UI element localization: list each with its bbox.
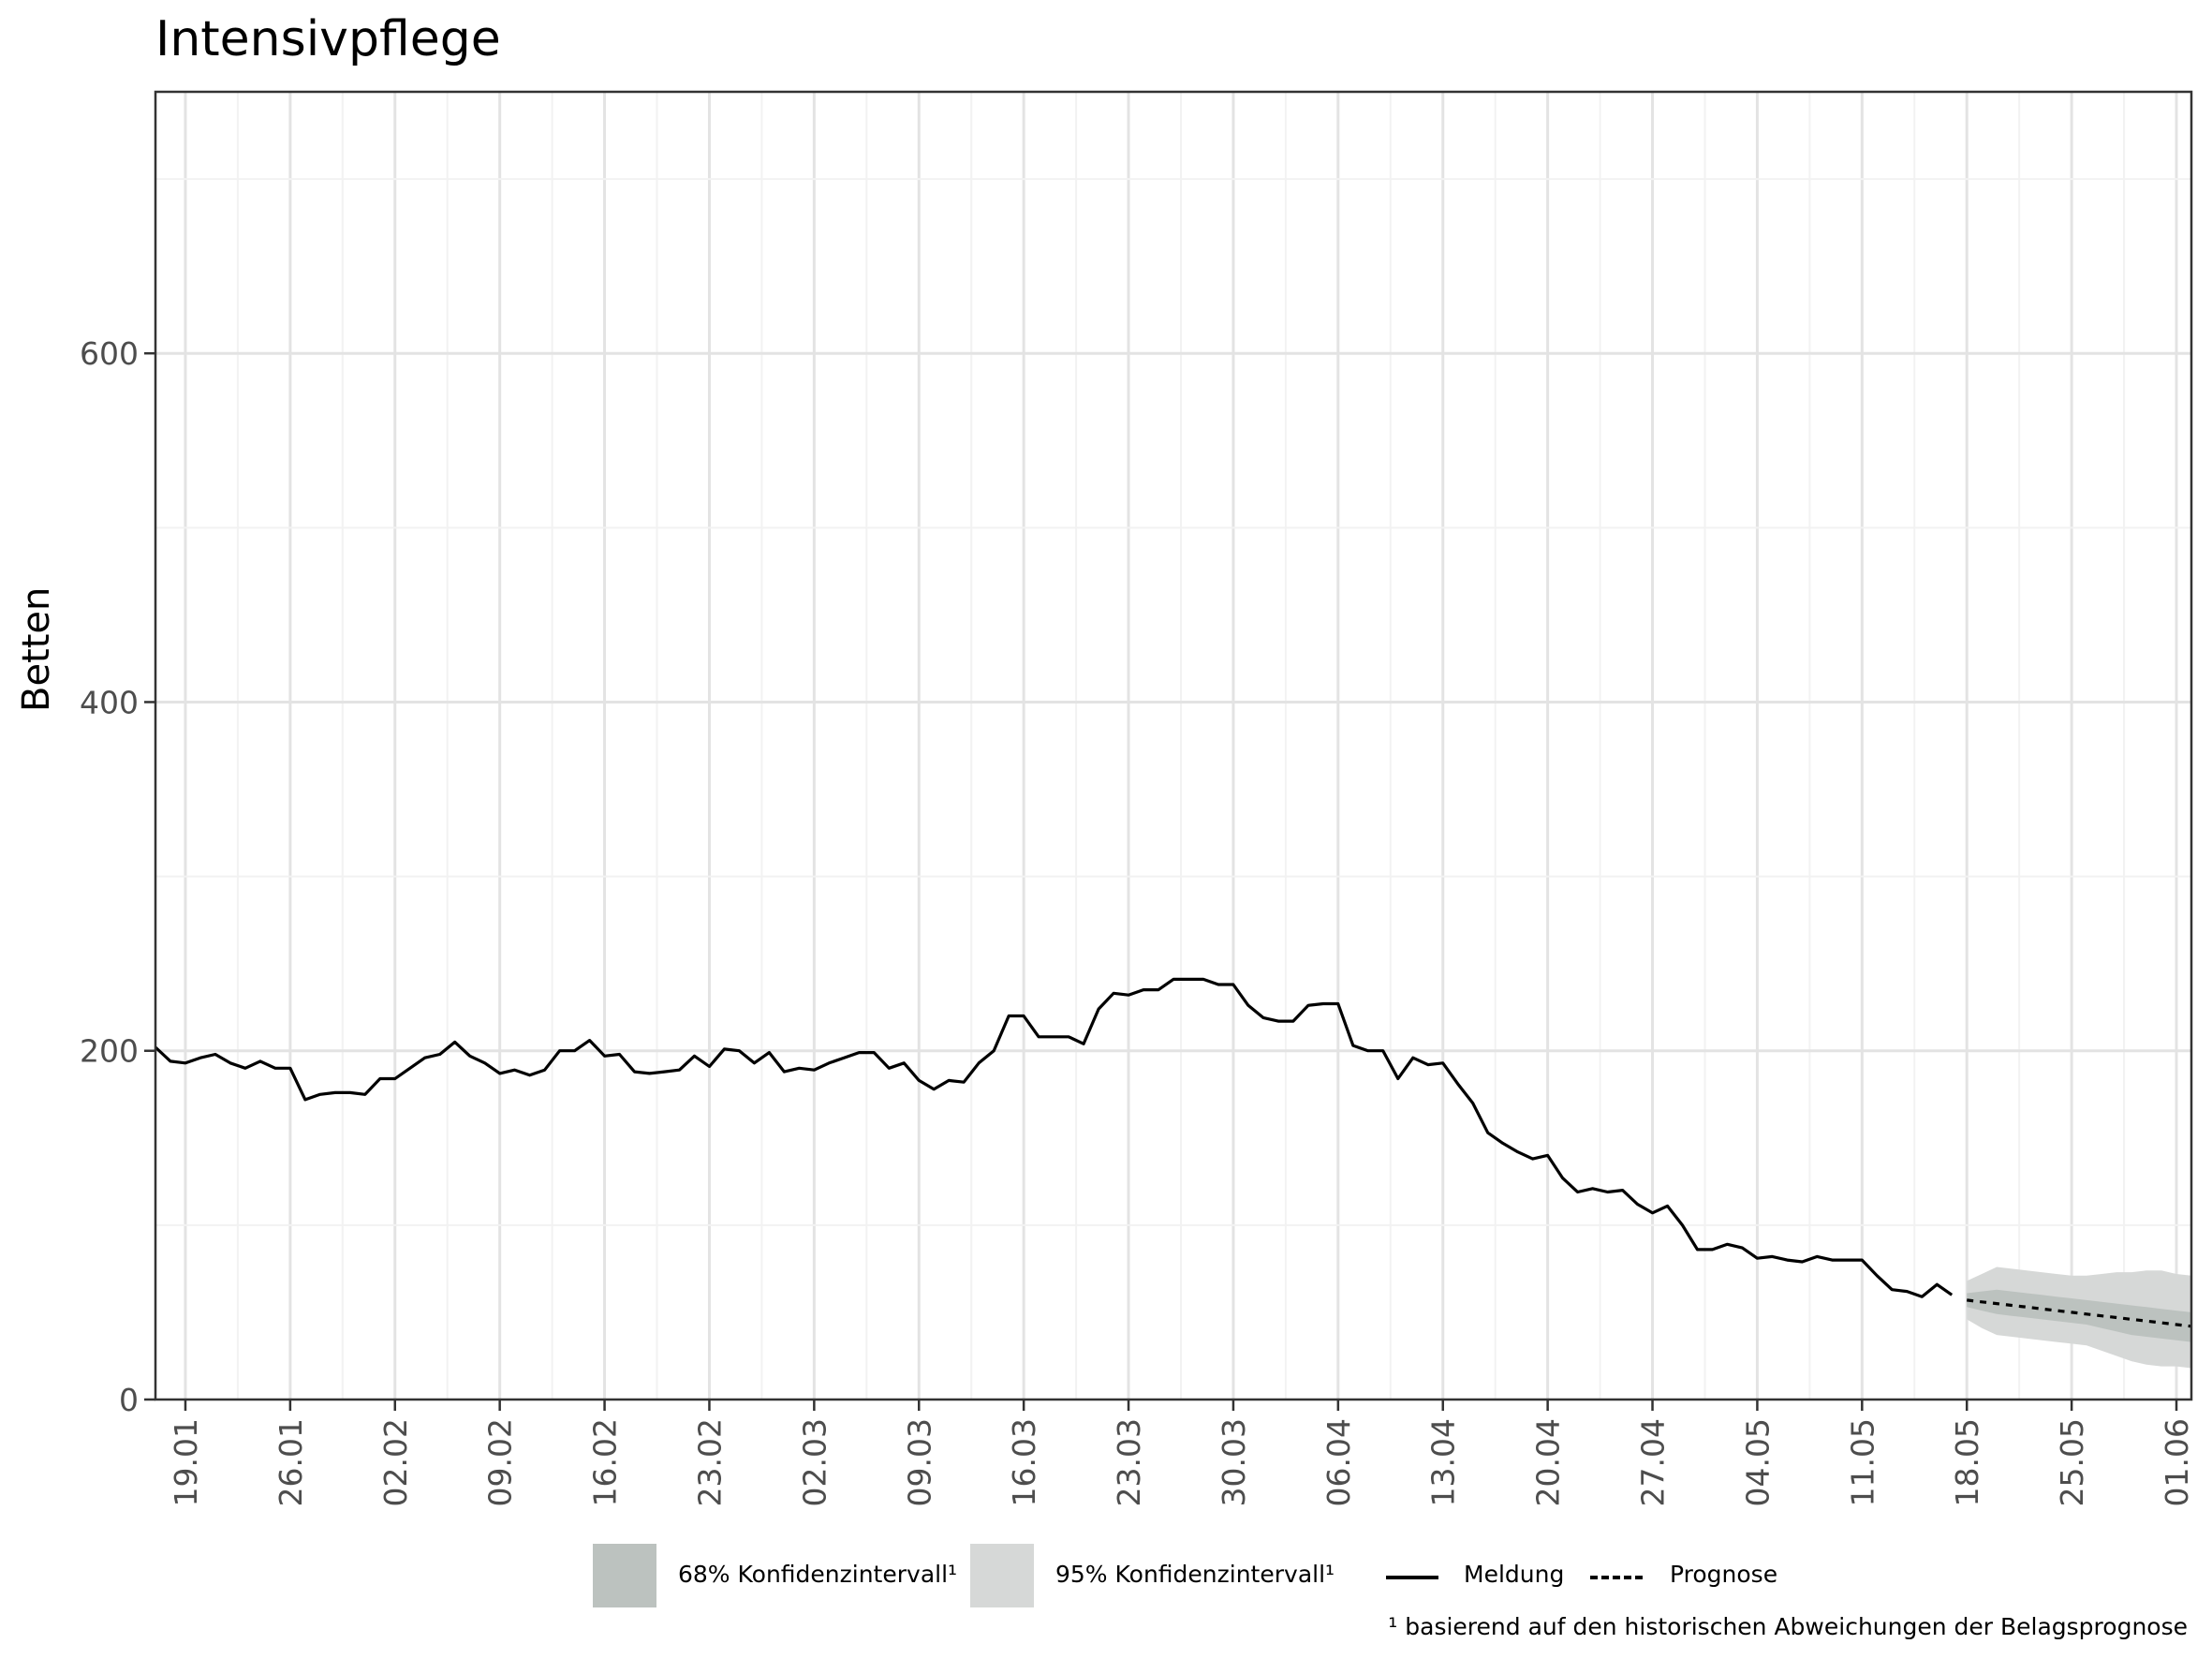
x-tick-label: 09.02	[482, 1418, 519, 1506]
plot-border	[154, 90, 2193, 1401]
series-line-meldung	[154, 977, 1954, 1298]
x-tick-label: 01.06	[2159, 1418, 2195, 1506]
plot-background	[155, 92, 2191, 1400]
x-tick-label: 09.03	[901, 1418, 937, 1506]
series-line-prognose	[1967, 1298, 2192, 1328]
x-tick-label: 26.01	[273, 1418, 309, 1506]
x-tick-label: 06.04	[1320, 1418, 1357, 1506]
x-tick-label: 16.03	[1006, 1418, 1042, 1506]
y-tick-label: 400	[80, 684, 139, 720]
legend-label-ci95: 95% Konfidenzintervall¹	[1055, 1561, 1335, 1588]
x-tick-label: 04.05	[1739, 1418, 1776, 1506]
legend-line-prognose	[1590, 1576, 1643, 1579]
x-tick-label: 23.02	[692, 1418, 729, 1506]
confidence-bands	[1967, 1266, 2191, 1369]
legend-swatch-ci68	[593, 1544, 656, 1607]
chart-title: Intensivpflege	[155, 11, 501, 67]
series-lines	[154, 977, 2192, 1328]
footnote: ¹ basierend auf den historischen Abweich…	[1388, 1613, 2188, 1640]
legend: 68% Konfidenzintervall¹ 95% Konfidenzint…	[0, 1536, 2212, 1611]
y-axis-ticks: 0 200 400 600	[80, 335, 155, 1418]
legend-label-meldung: Meldung	[1464, 1561, 1565, 1588]
y-tick-label: 0	[119, 1382, 139, 1418]
x-tick-label: 16.02	[587, 1418, 624, 1506]
x-tick-label: 30.03	[1216, 1418, 1252, 1506]
legend-label-ci68: 68% Konfidenzintervall¹	[678, 1561, 958, 1588]
plot-frame	[154, 90, 2193, 1401]
legend-line-meldung	[1386, 1576, 1438, 1579]
legend-swatch-ci95	[970, 1544, 1034, 1607]
x-tick-label: 19.01	[168, 1418, 204, 1506]
y-tick-label: 600	[80, 335, 139, 372]
x-tick-label: 02.03	[796, 1418, 833, 1506]
grid-lines	[155, 92, 2191, 1400]
y-tick-label: 200	[80, 1033, 139, 1070]
x-tick-label: 27.04	[1635, 1418, 1672, 1506]
x-tick-label: 02.02	[377, 1418, 414, 1506]
x-tick-label: 23.03	[1111, 1418, 1147, 1506]
x-axis-ticks: 19.01 26.01 02.02 09.02 16.02 23.02 02.03 09.03…	[168, 1400, 2195, 1506]
confidence-band-68	[1967, 1289, 2191, 1342]
x-tick-label: 13.04	[1425, 1418, 1462, 1506]
x-tick-label: 25.05	[2054, 1418, 2090, 1506]
x-tick-label: 18.05	[1949, 1418, 1985, 1506]
x-tick-label: 20.04	[1530, 1418, 1567, 1506]
legend-label-prognose: Prognose	[1670, 1561, 1778, 1588]
x-tick-label: 11.05	[1844, 1418, 1880, 1506]
